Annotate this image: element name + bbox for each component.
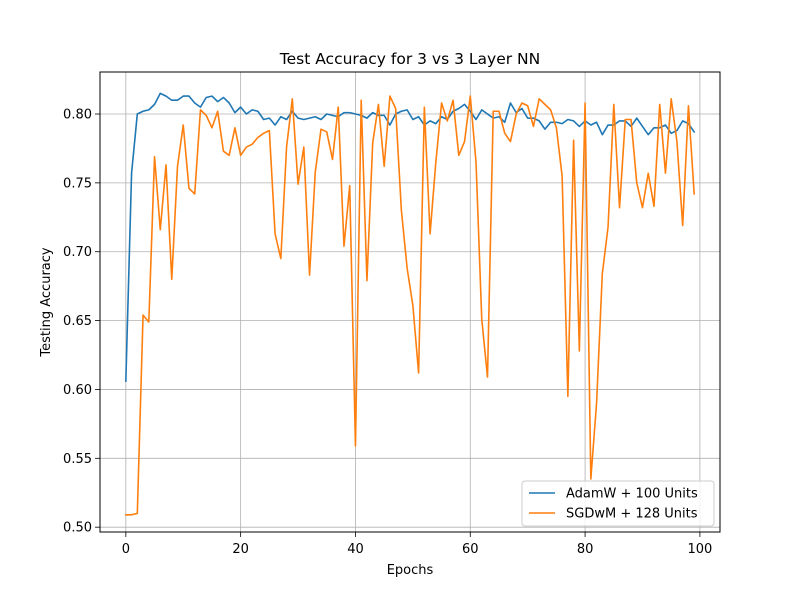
legend: AdamW + 100 Units SGDwM + 128 Units [521,480,715,527]
y-tick-label: 0.70 [63,245,92,260]
x-axis-label: Epochs [387,563,434,578]
x-tick-label: 0 [122,542,130,557]
x-tick-label: 40 [347,542,364,557]
series-line-1 [125,95,696,516]
y-tick-label: 0.65 [63,314,92,329]
y-tick-label: 0.75 [63,176,92,191]
plot-frame [99,71,721,533]
x-tick-label: 20 [232,542,249,557]
y-tick-label: 0.50 [63,521,92,536]
x-tick-label: 80 [577,542,594,557]
y-tick-label: 0.60 [63,383,92,398]
legend-label: SGDwM + 128 Units [566,507,698,522]
y-axis: 0.50 0.55 0.60 0.65 0.70 0.75 0.80 [63,108,100,536]
y-tick-label: 0.80 [63,108,92,123]
x-axis: 0 20 40 60 80 100 [122,532,712,557]
x-tick-label: 60 [462,542,479,557]
legend-label: AdamW + 100 Units [566,487,698,502]
y-tick-label: 0.55 [63,452,92,467]
series-line-0 [125,92,696,383]
legend-box [521,480,715,527]
grid-lines [100,72,720,532]
x-tick-label: 100 [687,542,712,557]
y-axis-label: Testing Accuracy [39,247,54,357]
series-layer [125,92,696,516]
chart-title: Test Accuracy for 3 vs 3 Layer NN [279,50,540,68]
